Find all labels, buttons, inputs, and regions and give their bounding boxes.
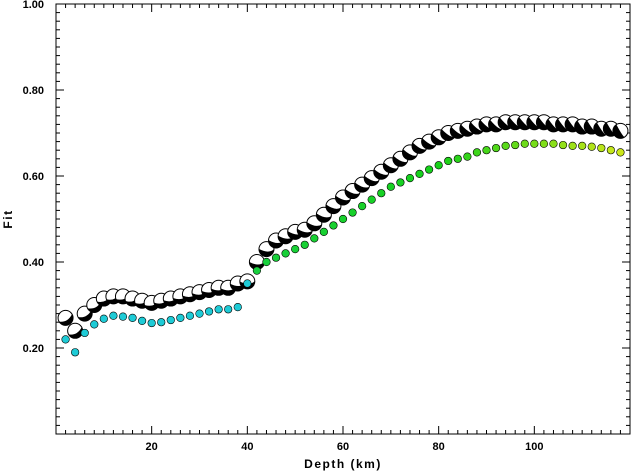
x-tick-label: 40 <box>241 441 253 453</box>
dot-marker <box>511 140 520 150</box>
y-tick-label: 0.40 <box>23 257 44 269</box>
dot-marker <box>434 161 443 170</box>
dot-marker <box>377 189 386 198</box>
mechanism-marker <box>459 120 476 137</box>
x-axis: 20 40 60 80 100 <box>65 4 621 453</box>
dot-marker <box>367 195 376 204</box>
dot-marker <box>214 305 223 314</box>
dot-marker <box>520 139 529 148</box>
dot-marker <box>109 311 118 320</box>
dot-marker <box>472 148 482 157</box>
dot-marker <box>568 141 577 150</box>
dot-marker <box>501 141 510 150</box>
dot-marker <box>358 202 367 211</box>
x-tick-label: 80 <box>433 441 445 453</box>
dot-marker <box>185 311 195 320</box>
dot-marker <box>224 305 233 314</box>
y-tick-label: 0.60 <box>23 171 44 183</box>
x-tick-label: 20 <box>146 441 158 453</box>
y-tick-label: 0.80 <box>23 85 44 97</box>
dot-marker <box>281 249 290 258</box>
dot-marker <box>386 182 395 191</box>
dot-marker <box>463 152 472 161</box>
dot-marker <box>233 303 242 312</box>
y-tick-label: 1.00 <box>23 0 44 11</box>
dot-marker <box>558 140 568 150</box>
dot-marker <box>405 174 415 183</box>
dot-marker <box>539 139 549 148</box>
x-tick-label: 60 <box>337 441 349 453</box>
y-axis-title: Fit <box>1 209 15 228</box>
dot-marker <box>271 253 281 262</box>
dot-marker <box>587 142 596 151</box>
dot-marker <box>80 328 89 338</box>
mechanism-marker <box>612 122 629 139</box>
dot-marker <box>300 240 309 249</box>
dot-marker <box>291 245 300 254</box>
dot-marker <box>530 139 539 148</box>
dot-marker <box>138 316 147 326</box>
dot-marker <box>578 141 587 150</box>
y-tick-label: 0.20 <box>23 343 44 355</box>
dot-marker <box>262 257 271 267</box>
x-tick-label: 100 <box>525 441 543 453</box>
dot-marker <box>128 313 137 323</box>
dot-marker <box>425 165 434 174</box>
dot-marker <box>204 307 214 316</box>
dot-marker <box>71 348 80 357</box>
mechanism-series <box>57 114 629 339</box>
dot-marker <box>415 169 424 178</box>
dot-marker <box>396 178 405 187</box>
dot-marker <box>166 315 175 325</box>
dot-marker <box>319 227 328 236</box>
y-axis: 0.20 0.40 0.60 0.80 1.00 <box>23 0 630 426</box>
dot-marker <box>243 279 252 288</box>
dot-marker <box>338 214 348 224</box>
mechanism-marker <box>57 309 74 326</box>
dot-marker <box>616 148 625 157</box>
dot-marker <box>597 143 606 153</box>
dot-marker <box>61 335 70 344</box>
dot-marker <box>348 208 357 217</box>
dot-marker <box>147 318 156 328</box>
dot-marker <box>310 234 319 243</box>
dot-marker <box>252 266 261 275</box>
dot-marker <box>491 143 501 153</box>
dot-marker <box>482 146 491 155</box>
dot-marker <box>176 313 185 323</box>
dot-marker <box>157 318 166 327</box>
dot-marker <box>549 139 558 148</box>
dot-marker <box>444 156 453 166</box>
dot-series <box>61 139 625 357</box>
mechanism-marker <box>67 322 84 339</box>
dot-marker <box>90 320 99 329</box>
dot-marker <box>99 314 108 323</box>
dot-marker <box>606 146 615 155</box>
dot-marker <box>453 154 462 163</box>
dot-marker <box>195 309 204 318</box>
dot-marker <box>118 312 128 321</box>
x-axis-title: Depth (km) <box>304 457 382 471</box>
dot-marker <box>329 221 338 230</box>
